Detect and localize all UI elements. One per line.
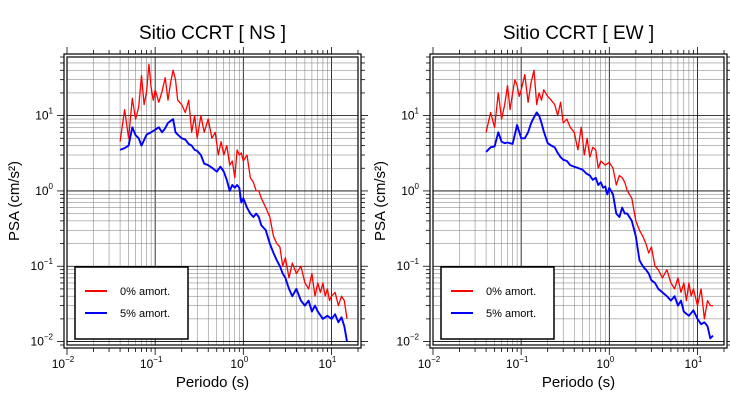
plot-frame <box>432 56 725 346</box>
y-tick-label: 10−1 <box>31 257 54 273</box>
x-tick-exponent: 0 <box>244 355 249 364</box>
x-tick-exponent: 1 <box>332 355 337 364</box>
x-tick-label: 101 <box>685 355 703 371</box>
plot-frame-outer <box>63 53 362 349</box>
x-tick-exponent: 0 <box>610 355 615 364</box>
y-tick-label: 10−2 <box>397 333 420 349</box>
series-line-red <box>485 69 713 320</box>
legend-label: 5% amort. <box>120 308 170 320</box>
legend-label: 0% amort. <box>486 286 536 298</box>
x-tick-exponent: −2 <box>65 355 75 364</box>
series-line-red <box>119 63 348 319</box>
x-tick-label: 10−1 <box>140 355 163 371</box>
x-tick-label: 101 <box>319 355 337 371</box>
y-tick-label: 100 <box>401 182 419 198</box>
x-tick-label: 100 <box>596 355 614 371</box>
series-line-blue <box>119 118 348 342</box>
x-tick-exponent: 1 <box>698 355 703 364</box>
y-tick-label: 101 <box>401 107 419 123</box>
y-axis-label: PSA (cm/s²) <box>372 161 389 241</box>
series-line-blue <box>485 111 714 340</box>
chart-title: Sitio CCRT [ NS ] <box>139 23 286 44</box>
y-tick-exponent: −1 <box>410 257 420 266</box>
y-tick-exponent: 1 <box>415 107 420 116</box>
y-tick-exponent: −2 <box>410 333 420 342</box>
x-tick-label: 10−2 <box>52 355 75 371</box>
y-tick-label: 10−2 <box>31 333 54 349</box>
x-tick-label: 10−1 <box>506 355 529 371</box>
plot-frame-outer <box>429 53 728 349</box>
y-tick-exponent: −1 <box>44 257 54 266</box>
y-tick-label: 100 <box>35 182 53 198</box>
legend: 0% amort. 5% amort. <box>74 266 189 340</box>
legend-box <box>74 266 189 340</box>
x-tick-exponent: −1 <box>153 355 163 364</box>
x-axis-label: Periodo (s) <box>176 374 249 391</box>
plot-frame <box>66 56 359 346</box>
x-axis-label: Periodo (s) <box>542 374 615 391</box>
y-tick-exponent: 0 <box>415 182 420 191</box>
y-tick-exponent: 0 <box>49 182 54 191</box>
legend: 0% amort. 5% amort. <box>440 266 555 340</box>
legend-label: 5% amort. <box>486 308 536 320</box>
y-axis-label: PSA (cm/s²) <box>6 161 23 241</box>
y-tick-exponent: −2 <box>44 333 54 342</box>
y-tick-label: 101 <box>35 107 53 123</box>
x-tick-label: 10−2 <box>418 355 441 371</box>
x-tick-label: 100 <box>230 355 248 371</box>
grid-lines <box>66 56 359 346</box>
chart-title: Sitio CCRT [ EW ] <box>503 23 654 44</box>
y-tick-exponent: 1 <box>49 107 54 116</box>
x-tick-exponent: −2 <box>431 355 441 364</box>
x-tick-exponent: −1 <box>519 355 529 364</box>
y-tick-label: 10−1 <box>397 257 420 273</box>
legend-box <box>440 266 555 340</box>
legend-label: 0% amort. <box>120 286 170 298</box>
